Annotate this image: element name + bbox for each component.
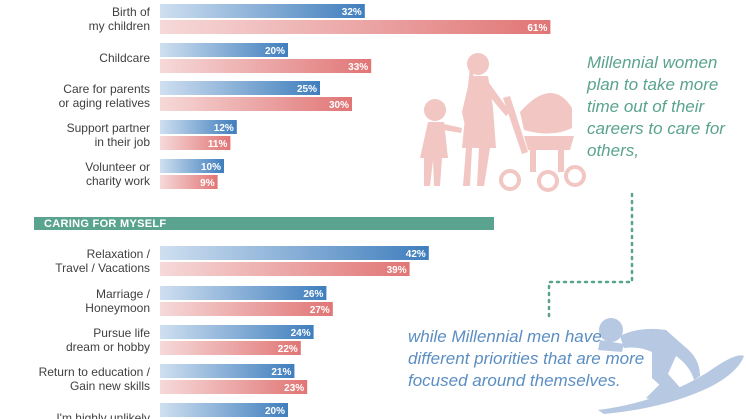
category-label: Childcare [99,51,150,65]
stroller-wheel-icon [537,170,559,192]
category-label: Support partner in their job [67,121,151,149]
category-label: Volunteer or charity work [85,160,151,188]
value-label-men: 10% [201,162,221,173]
bar-men [160,4,365,18]
bar-men [160,81,320,95]
value-label-men: 32% [342,7,362,18]
section-band [34,217,494,230]
value-label-women: 23% [284,383,304,394]
category-label: Marriage / Honeymoon [85,287,150,315]
family-stroller-silhouette-icon [420,53,586,192]
bar-women [160,262,410,276]
value-label-women: 33% [348,62,368,73]
value-label-men: 12% [214,123,234,134]
stroller-wheel-icon [499,169,521,191]
value-label-women: 27% [310,305,330,316]
value-label-men: 21% [271,367,291,378]
category-label: I'm highly unlikely [56,411,150,419]
category-label: Pursue life dream or hobby [66,326,150,354]
category-label: Birth of my children [89,5,151,33]
bar-women [160,380,308,394]
category-label: Care for parents or aging relatives [59,82,150,110]
bar-men [160,364,295,378]
bar-men [160,403,288,417]
stroller-wheel-icon [564,165,586,187]
category-label: Relaxation / Travel / Vacations [55,247,150,275]
bar-men [160,159,224,173]
section-title: CARING FOR MYSELF [44,218,166,230]
quote-men: while Millennial men have different prio… [408,327,645,390]
value-label-men: 25% [297,84,317,95]
bar-men [160,120,237,134]
bar-women [160,341,301,355]
value-label-women: 9% [200,178,215,189]
bar-men [160,43,288,57]
value-label-women: 39% [387,265,407,276]
bar-men [160,246,429,260]
category-label: Return to education / Gain new skills [39,365,151,393]
value-label-women: 11% [208,139,228,150]
bar-women [160,20,551,34]
dotted-connector-line [547,192,634,318]
bar-women [160,97,352,111]
bar-women [160,175,218,189]
value-label-men: 42% [406,249,426,260]
bar-men [160,286,327,300]
value-label-women: 61% [527,23,547,34]
quote-women: Millennial women plan to take more time … [587,53,725,160]
bar-women [160,59,372,73]
value-label-women: 22% [278,344,298,355]
surfer-silhouette-icon [598,318,744,414]
value-label-men: 20% [265,46,285,57]
value-label-men: 20% [265,406,285,417]
value-label-men: 24% [291,328,311,339]
bar-men [160,325,314,339]
bar-women [160,136,231,150]
value-label-women: 30% [329,100,349,111]
value-label-men: 26% [303,289,323,300]
bar-women [160,302,333,316]
